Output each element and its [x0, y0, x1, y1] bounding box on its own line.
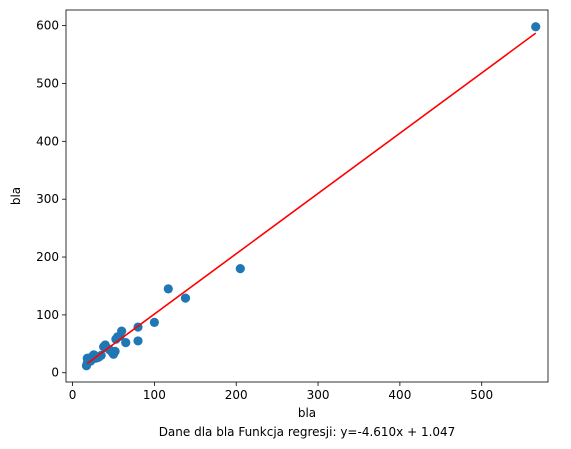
scatter-point	[163, 284, 173, 294]
scatter-point	[117, 326, 127, 336]
x-tick-label: 500	[470, 388, 493, 402]
y-axis-ticks: 0 100 200 300 400 500 600	[36, 19, 66, 380]
y-axis-label: bla	[9, 187, 23, 205]
regression-line	[86, 32, 537, 365]
data-marks	[81, 22, 541, 371]
scatter-point	[180, 293, 191, 303]
y-tick-label: 100	[36, 308, 59, 322]
x-tick-label: 200	[225, 388, 248, 402]
y-tick-label: 0	[51, 366, 59, 380]
y-tick-label: 400	[36, 134, 59, 148]
x-tick-label: 400	[388, 388, 411, 402]
x-axis-label: bla	[298, 406, 316, 420]
scatter-point	[110, 346, 120, 356]
chart-caption: Dane dla bla Funkcja regresji: y=-4.610x…	[159, 425, 456, 439]
x-axis-ticks: 0 100 200 300 400 500	[69, 382, 493, 402]
scatter-point	[531, 22, 541, 32]
plot-frame	[65, 9, 549, 383]
scatter-point	[96, 350, 106, 360]
scatter-point	[149, 317, 159, 328]
y-tick-label: 200	[36, 250, 59, 264]
x-tick-label: 100	[143, 388, 166, 402]
y-tick-label: 500	[36, 76, 59, 90]
scatter-point	[235, 264, 245, 274]
scatter-point	[121, 338, 131, 348]
y-tick-label: 300	[36, 192, 59, 206]
scatter-point	[133, 336, 143, 346]
x-tick-label: 0	[69, 388, 77, 402]
y-tick-label: 600	[36, 19, 59, 33]
x-tick-label: 300	[307, 388, 330, 402]
